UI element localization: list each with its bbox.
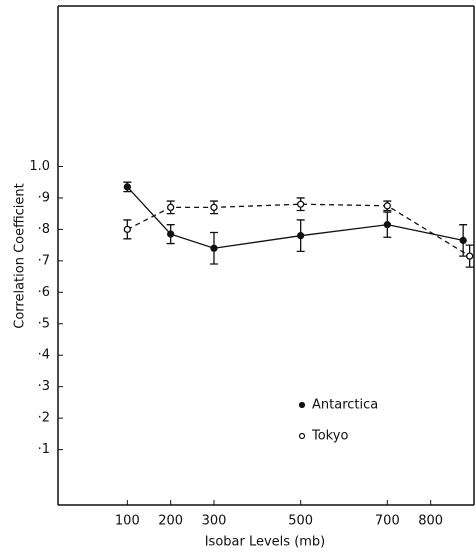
x-tick-label: 200	[158, 514, 183, 529]
data-point	[123, 225, 131, 234]
legend-marker	[298, 401, 306, 409]
series-line	[126, 186, 464, 249]
data-point	[383, 221, 391, 229]
y-tick-label: ·4	[38, 348, 50, 363]
y-tick-label: ·6	[38, 285, 50, 300]
data-point	[167, 230, 175, 238]
data-point	[459, 236, 467, 245]
legend-label: Tokyo	[311, 429, 348, 444]
y-tick-label: ·2	[38, 411, 50, 426]
legend-label: Antarctica	[312, 398, 378, 413]
y-tick-label: 1.0	[29, 159, 50, 174]
y-tick-label: ·5	[38, 316, 50, 331]
y-tick-label: ·3	[38, 379, 50, 394]
data-point	[297, 232, 305, 240]
data-point	[297, 200, 305, 208]
data-point	[210, 203, 218, 212]
y-tick-label: ·1	[38, 442, 50, 457]
y-tick-label: ·9	[38, 190, 50, 205]
data-point	[210, 244, 218, 252]
x-axis-label: Isobar Levels (mb)	[205, 535, 326, 550]
x-tick-label: 700	[375, 514, 400, 529]
legend-marker	[298, 432, 306, 440]
data-point	[123, 183, 131, 191]
x-tick-label: 800	[418, 514, 443, 529]
y-tick-label: ·8	[38, 222, 50, 237]
series-line	[127, 203, 471, 257]
x-tick-label: 300	[202, 514, 227, 529]
y-axis-label: Correlation Coefficient	[13, 183, 28, 329]
x-tick-label: 100	[115, 514, 140, 529]
y-tick-label: ·7	[38, 253, 50, 268]
data-point	[383, 202, 391, 210]
data-point	[167, 203, 175, 212]
x-tick-label: 500	[288, 514, 313, 529]
data-point	[466, 252, 474, 260]
